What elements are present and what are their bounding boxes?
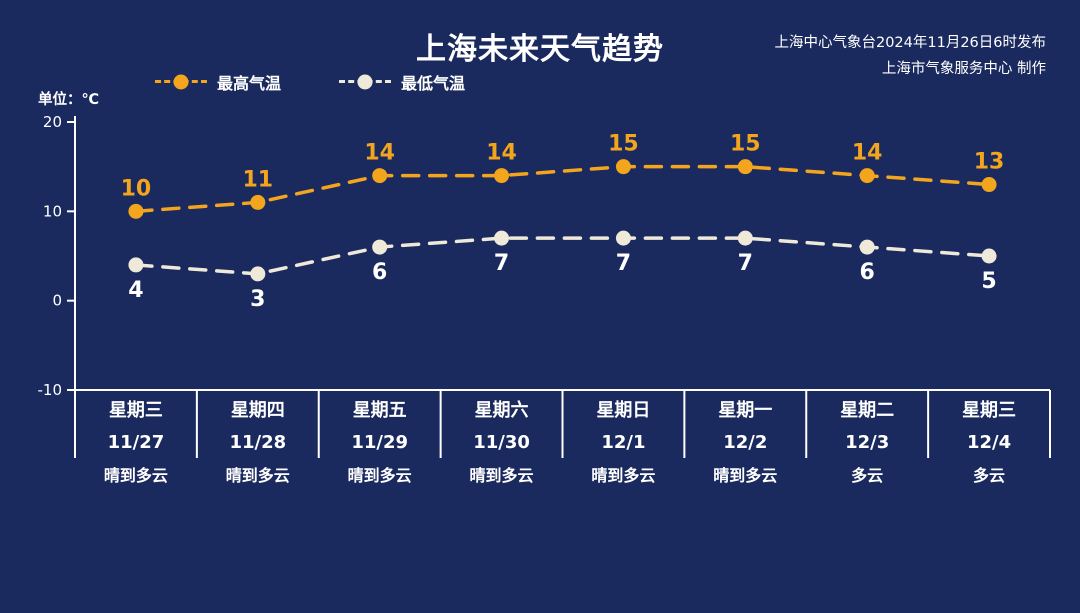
legend-item-low: 最低气温 bbox=[339, 70, 465, 94]
day-date-label: 11/27 bbox=[108, 432, 165, 453]
high-temp-point bbox=[615, 159, 631, 175]
legend-high-swatch-icon bbox=[155, 74, 207, 90]
day-weekday-label: 星期六 bbox=[475, 399, 529, 421]
day-weekday-label: 星期三 bbox=[962, 400, 1016, 421]
low-temp-line bbox=[134, 236, 991, 276]
low-temp-point bbox=[615, 230, 631, 246]
publisher-line2: 上海市气象服务中心 制作 bbox=[881, 61, 1046, 77]
chart-legend: 最高气温 最低气温 bbox=[155, 70, 465, 94]
low-temp-value-label: 6 bbox=[860, 260, 875, 285]
day-date-label: 11/29 bbox=[351, 432, 408, 453]
day-date-label: 11/28 bbox=[229, 432, 286, 453]
legend-low-swatch-icon bbox=[339, 74, 392, 90]
high-temp-point bbox=[128, 203, 144, 219]
low-temp-point bbox=[494, 230, 510, 246]
low-temp-value-label: 5 bbox=[981, 269, 996, 294]
day-weather-label: 晴到多云 bbox=[348, 466, 412, 485]
high-temp-value-label: 11 bbox=[243, 167, 274, 192]
day-weekday-label: 星期三 bbox=[109, 400, 163, 421]
unit-label: 单位：℃ bbox=[38, 92, 100, 108]
high-temp-point bbox=[981, 177, 997, 193]
high-temp-point bbox=[372, 168, 388, 184]
day-weekday-label: 星期二 bbox=[840, 400, 894, 421]
day-weather-label: 多云 bbox=[973, 466, 1005, 485]
publisher-line1: 上海中心气象台2024年11月26日6时发布 bbox=[774, 35, 1046, 51]
legend-item-high: 最高气温 bbox=[155, 70, 281, 94]
day-date-label: 12/4 bbox=[967, 432, 1011, 453]
day-date-label: 12/3 bbox=[845, 432, 889, 453]
low-temp-point bbox=[737, 230, 753, 246]
high-temp-value-label: 14 bbox=[852, 141, 883, 166]
low-temp-value-label: 6 bbox=[372, 260, 387, 285]
high-temp-value-label: 10 bbox=[121, 176, 152, 201]
day-weather-label: 晴到多云 bbox=[713, 466, 777, 485]
low-temp-value-label: 7 bbox=[616, 251, 631, 276]
y-tick-label: 20 bbox=[43, 113, 62, 131]
legend-low-label: 最低气温 bbox=[401, 74, 466, 93]
high-temp-point bbox=[494, 168, 510, 184]
high-temp-value-label: 15 bbox=[608, 132, 639, 157]
y-tick-label: 0 bbox=[52, 292, 62, 310]
y-tick-label: 10 bbox=[43, 202, 62, 220]
low-temp-value-label: 7 bbox=[494, 251, 509, 276]
legend-high-label: 最高气温 bbox=[217, 74, 282, 93]
low-temp-value-label: 4 bbox=[128, 278, 143, 303]
low-temp-point bbox=[372, 239, 388, 255]
day-weather-label: 晴到多云 bbox=[104, 466, 168, 485]
y-tick-label: -10 bbox=[38, 381, 63, 399]
low-temp-point bbox=[250, 266, 266, 282]
low-temp-point bbox=[981, 248, 997, 264]
high-temp-point bbox=[250, 194, 266, 210]
high-temp-value-label: 14 bbox=[364, 141, 395, 166]
day-date-label: 12/2 bbox=[723, 432, 767, 453]
day-weather-label: 晴到多云 bbox=[226, 466, 290, 485]
day-weekday-label: 星期日 bbox=[596, 400, 650, 421]
low-temp-point bbox=[859, 239, 875, 255]
high-temp-value-label: 15 bbox=[730, 132, 761, 157]
day-date-label: 11/30 bbox=[473, 432, 530, 453]
page-title: 上海未来天气趋势 bbox=[416, 32, 664, 67]
high-temp-line bbox=[134, 164, 991, 214]
day-weekday-label: 星期四 bbox=[231, 400, 285, 421]
low-temp-value-label: 7 bbox=[738, 251, 753, 276]
day-weather-label: 多云 bbox=[851, 466, 883, 485]
day-date-label: 12/1 bbox=[601, 432, 645, 453]
high-temp-value-label: 14 bbox=[486, 141, 517, 166]
low-temp-point bbox=[128, 257, 144, 273]
publisher-info: 上海中心气象台2024年11月26日6时发布 上海市气象服务中心 制作 bbox=[774, 30, 1046, 82]
high-temp-point bbox=[737, 159, 753, 175]
day-weekday-label: 星期五 bbox=[353, 400, 407, 421]
day-weather-label: 晴到多云 bbox=[470, 466, 534, 485]
high-temp-point bbox=[859, 168, 875, 184]
low-temp-value-label: 3 bbox=[250, 287, 265, 312]
day-weekday-label: 星期一 bbox=[718, 400, 772, 421]
day-weather-label: 晴到多云 bbox=[591, 466, 655, 485]
high-temp-value-label: 13 bbox=[974, 150, 1005, 175]
